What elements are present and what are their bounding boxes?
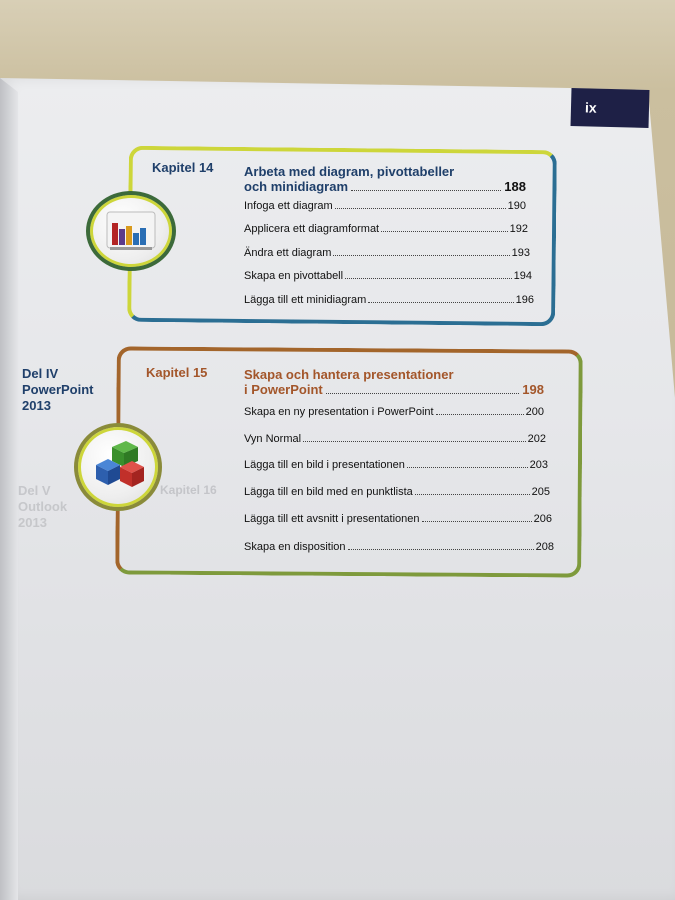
toc-entry[interactable]: Lägga till ett avsnitt i presentationen 2… (244, 513, 552, 525)
toc-entry-text: Lägga till en bild i presentationen (244, 459, 405, 471)
faded-chapter-label: Kapitel 16 (160, 483, 217, 497)
bar-chart-icon (86, 191, 176, 271)
faded-part-line1: Del V (18, 483, 51, 498)
page-number: ix (584, 99, 597, 116)
chapter15-label: Kapitel 15 (146, 365, 208, 380)
faded-part-line2: Outlook (18, 499, 68, 514)
toc-entry-page: 202 (527, 433, 546, 445)
chapter14-title: Arbeta med diagram, pivottabeller och mi… (244, 164, 526, 194)
toc-entry-page: 190 (507, 200, 526, 212)
chapter14-title-line1: Arbeta med diagram, pivottabeller (244, 164, 455, 179)
chapter14-title-page: 188 (504, 179, 526, 194)
leader-dots (368, 302, 514, 303)
cubes-icon (74, 423, 162, 511)
toc-entry[interactable]: Lägga till en bild i presentationen 203 (244, 459, 548, 471)
chapter14-label: Kapitel 14 (152, 160, 214, 175)
toc-entry[interactable]: Skapa en ny presentation i PowerPoint 200 (244, 406, 544, 418)
leader-dots (347, 549, 534, 550)
chapter15-title-line1: Skapa och hantera presentationer (244, 367, 454, 382)
toc-entry-page: 203 (529, 459, 548, 471)
toc-entry-page: 192 (509, 223, 528, 235)
chapter15-title-page: 198 (522, 382, 544, 397)
chapter15-title-line2: i PowerPoint (244, 382, 323, 397)
toc-entry[interactable]: Skapa en pivottabell 194 (244, 270, 532, 282)
leader-dots (435, 414, 524, 415)
toc-entry[interactable]: Applicera ett diagramformat 192 (244, 223, 528, 235)
leader-dots (414, 494, 530, 495)
toc-entry-page: 208 (535, 541, 554, 553)
part-label: Del IV PowerPoint 2013 (22, 366, 94, 414)
toc-entry-text: Skapa en pivottabell (244, 270, 344, 282)
toc-entry[interactable]: Lägga till en bild med en punktlista 205 (244, 486, 550, 498)
toc-entry-text: Lägga till en bild med en punktlista (244, 486, 413, 498)
leader-dots (351, 190, 502, 191)
leader-dots (334, 208, 506, 209)
toc-entry[interactable]: Infoga ett diagram 190 (244, 200, 526, 212)
toc-entry[interactable]: Skapa en disposition 208 (244, 541, 554, 553)
toc-entry-text: Infoga ett diagram (244, 200, 333, 212)
leader-dots (381, 231, 508, 232)
chapter14-title-line2: och minidiagram (244, 179, 349, 194)
toc-entry[interactable]: Vyn Normal 202 (244, 433, 546, 445)
toc-entry-text: Applicera ett diagramformat (244, 223, 380, 235)
toc-entry-text: Vyn Normal (244, 433, 302, 445)
toc-entry[interactable]: Ändra ett diagram 193 (244, 247, 530, 259)
toc-entry-text: Skapa en ny presentation i PowerPoint (244, 406, 434, 418)
toc-entry-page: 194 (513, 270, 532, 282)
toc-entry-text: Lägga till ett minidiagram (244, 294, 367, 306)
toc-entry-page: 206 (533, 513, 552, 525)
part-line2: PowerPoint (22, 382, 94, 397)
chapter15-title: Skapa och hantera presentationer i Power… (244, 367, 544, 397)
toc-entry-page: 200 (525, 406, 544, 418)
leader-dots (333, 255, 510, 256)
leader-dots (421, 521, 532, 522)
toc-entry-text: Skapa en disposition (244, 541, 346, 553)
faded-part-label: Del V Outlook 2013 (18, 483, 67, 531)
page-fold (0, 78, 18, 900)
leader-dots (325, 393, 520, 394)
toc-entry-text: Lägga till ett avsnitt i presentationen (244, 513, 420, 525)
toc-entry[interactable]: Lägga till ett minidiagram 196 (244, 294, 534, 306)
part-line3: 2013 (22, 398, 51, 413)
part-line1: Del IV (22, 366, 59, 381)
toc-entry-text: Ändra ett diagram (244, 247, 332, 259)
leader-dots (303, 441, 526, 442)
page-number-tab: ix (570, 87, 650, 129)
toc-entry-page: 196 (515, 294, 534, 306)
leader-dots (345, 278, 512, 279)
toc-entry-page: 193 (511, 247, 530, 259)
show-through-text (80, 560, 600, 840)
leader-dots (406, 467, 528, 468)
faded-part-line3: 2013 (18, 515, 47, 530)
toc-entry-page: 205 (531, 486, 550, 498)
